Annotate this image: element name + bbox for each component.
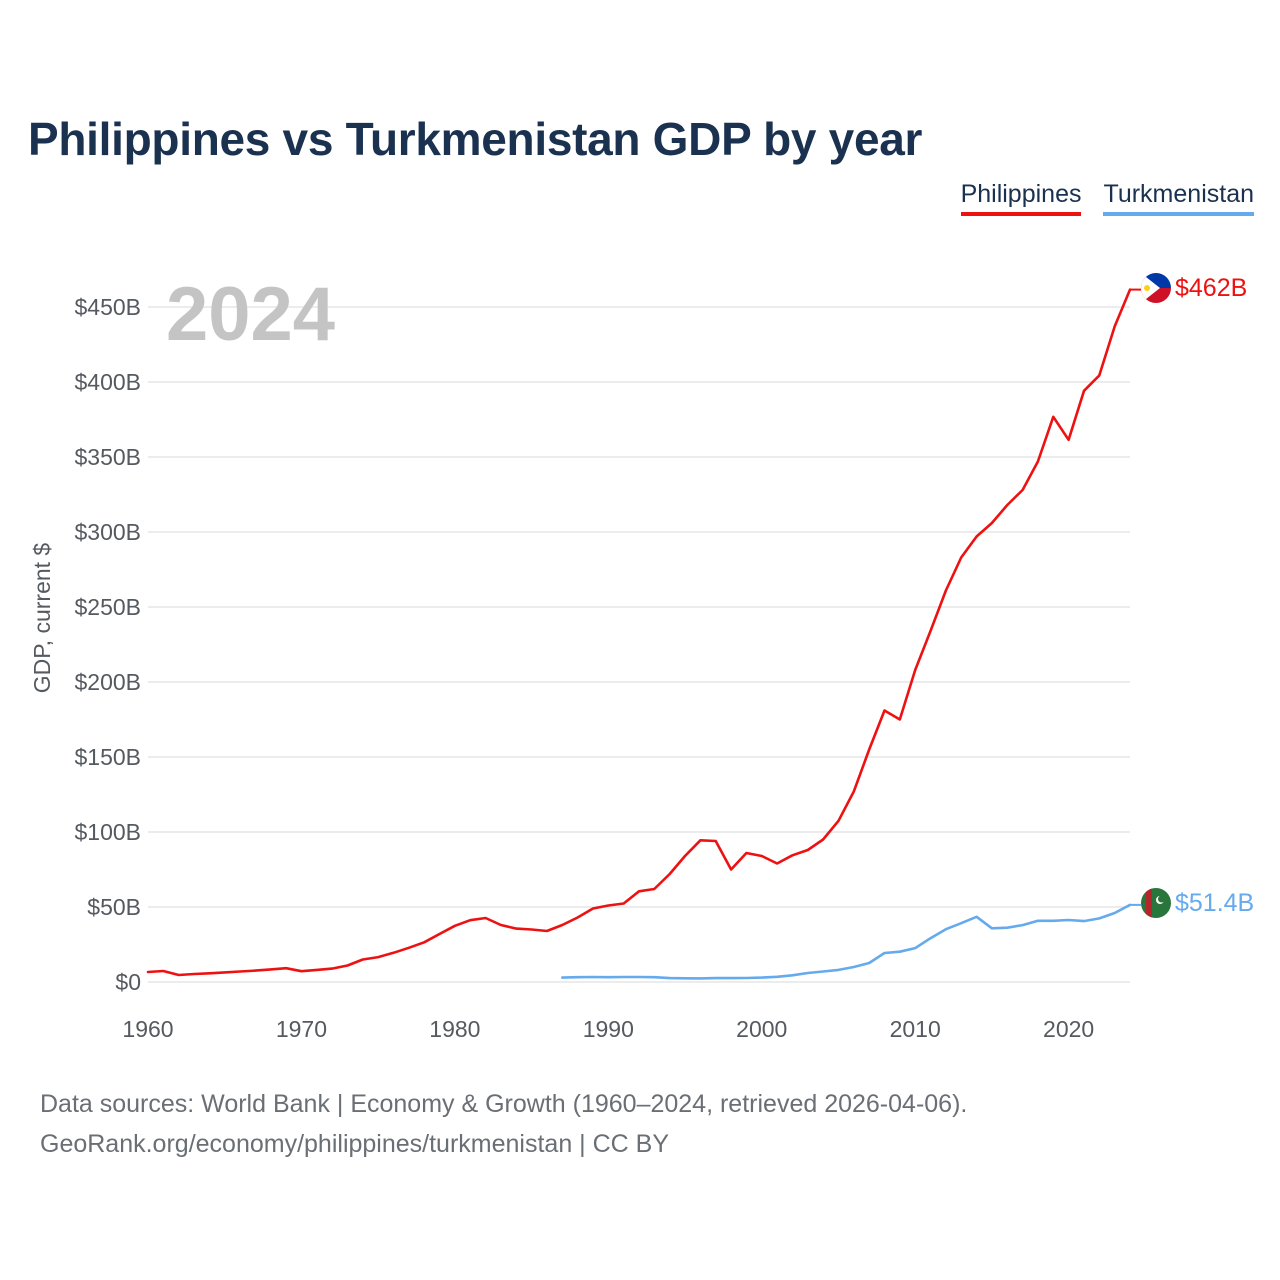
turkmenistan-flag-icon xyxy=(1141,888,1171,918)
y-tick-label: $200B xyxy=(74,669,141,695)
series-line-turkmenistan xyxy=(560,903,1132,980)
philippines-flag-icon xyxy=(1141,273,1171,303)
x-tick-label: 2010 xyxy=(890,1016,941,1042)
x-tick-label: 2000 xyxy=(736,1016,787,1042)
legend-item-philippines[interactable]: Philippines xyxy=(960,180,1082,216)
y-tick-label: $250B xyxy=(74,594,141,620)
legend-item-turkmenistan[interactable]: Turkmenistan xyxy=(1103,180,1254,216)
x-tick-label: 1970 xyxy=(276,1016,327,1042)
footer-sources: Data sources: World Bank | Economy & Gro… xyxy=(40,1090,968,1118)
series-line-philippines xyxy=(146,288,1132,977)
x-tick-label: 1990 xyxy=(583,1016,634,1042)
y-tick-label: $100B xyxy=(74,819,141,845)
y-tick-label: $350B xyxy=(74,444,141,470)
legend: Philippines Turkmenistan xyxy=(960,180,1254,216)
y-tick-label: $0 xyxy=(115,969,141,995)
y-tick-label: $400B xyxy=(74,369,141,395)
footer-attribution[interactable]: GeoRank.org/economy/philippines/turkmeni… xyxy=(40,1130,670,1158)
y-tick-label: $300B xyxy=(74,519,141,545)
philippines-end-value: $462B xyxy=(1175,274,1247,302)
gdp-line-chart: $0 $50B $100B $150B $200B $250B $300B $350B $400… xyxy=(29,272,1254,1042)
y-tick-label: $150B xyxy=(74,744,141,770)
current-year-label: 2024 xyxy=(166,272,335,357)
y-tick-label: $450B xyxy=(74,294,141,320)
chart-title: Philippines vs Turkmenistan GDP by year xyxy=(28,113,923,165)
y-tick-label: $50B xyxy=(87,894,141,920)
x-tick-label: 1980 xyxy=(429,1016,480,1042)
footer: Data sources: World Bank | Economy & Gro… xyxy=(40,1084,967,1164)
x-tick-label: 1960 xyxy=(122,1016,173,1042)
turkmenistan-end-value: $51.4B xyxy=(1175,889,1254,917)
y-axis-label: GDP, current $ xyxy=(29,543,55,694)
x-tick-label: 2020 xyxy=(1043,1016,1094,1042)
